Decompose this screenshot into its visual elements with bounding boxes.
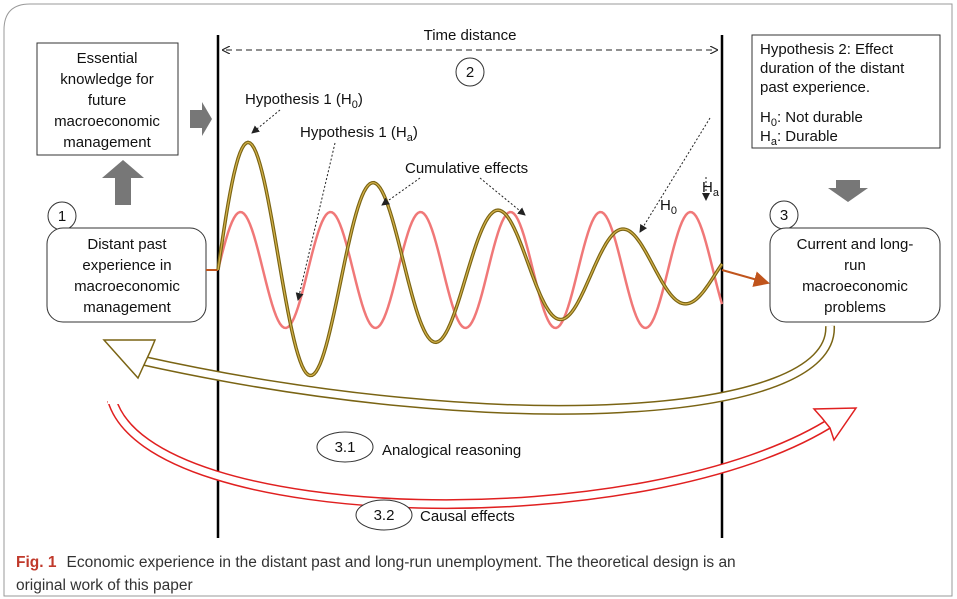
ha-label: Ha — [702, 179, 720, 199]
box-text: Current and long- — [797, 236, 914, 253]
h0-label: H0 — [660, 197, 677, 217]
essential-box — [36, 42, 179, 156]
ellipse — [316, 431, 374, 463]
ha-line: Ha: Durable — [760, 128, 838, 148]
time-label: Time distance — [424, 27, 517, 44]
box-text: run — [844, 257, 866, 274]
circle-label: 2 — [466, 64, 474, 81]
text: : Not durable — [777, 109, 863, 126]
text: H — [760, 128, 771, 145]
box-text: Distant past — [87, 236, 167, 253]
box-text: Hypothesis 2: Effect — [760, 41, 894, 58]
subscript: 0 — [671, 205, 677, 217]
ellipse-label: 3.1 — [335, 439, 356, 456]
subscript: 0 — [352, 99, 358, 111]
circle-label: 3 — [780, 207, 788, 224]
causal-label: Causal effects — [420, 508, 515, 525]
box-text: management — [83, 299, 171, 316]
olive-arrowhead — [102, 339, 157, 380]
pointers — [251, 109, 711, 301]
red-arrowhead — [812, 407, 858, 442]
distant-box — [46, 227, 207, 323]
subscript: 0 — [771, 117, 777, 129]
ellipse-label: 3.2 — [374, 507, 395, 524]
box-text: duration of the distant — [760, 60, 905, 77]
h0-line: H0: Not durable — [760, 109, 863, 129]
red-arc-inner — [108, 399, 837, 508]
text: ) — [358, 91, 363, 108]
cumulative-label: Cumulative effects — [405, 160, 528, 177]
ellipse — [355, 499, 413, 531]
text: H — [760, 109, 771, 126]
box-text: problems — [824, 299, 886, 316]
box-text: management — [63, 134, 151, 151]
box-text: macroeconomic — [54, 113, 160, 130]
red-wave — [216, 210, 724, 330]
circle — [455, 57, 485, 87]
text: ) — [413, 124, 418, 141]
box-text: past experience. — [760, 79, 870, 96]
circle-label: 1 — [58, 208, 66, 225]
hypothesis2-box — [751, 34, 941, 149]
olive-wave-inner — [217, 141, 723, 377]
current-box — [769, 227, 941, 323]
box-text: macroeconomic — [74, 278, 180, 295]
hyp1-ha: Hypothesis 1 (Ha) — [300, 124, 418, 144]
subscript: a — [713, 187, 720, 199]
frame — [3, 3, 953, 597]
caption-text: Economic experience in the distant past … — [66, 554, 735, 571]
caption-label: Fig. 1 — [16, 554, 57, 571]
text: Hypothesis 1 (H — [300, 124, 407, 141]
text: H — [702, 179, 713, 196]
caption-line: original work of this paper — [16, 577, 193, 594]
olive-arc-inner — [139, 325, 834, 414]
analogical-label: Analogical reasoning — [382, 442, 521, 459]
box-text: Essential — [77, 50, 138, 67]
box-text: future — [88, 92, 126, 109]
hyp1-h0: Hypothesis 1 (H0) — [245, 91, 363, 111]
connector — [721, 269, 770, 287]
gray-arrow — [102, 160, 144, 205]
subscript: a — [771, 136, 778, 148]
caption-line: Fig. 1 Economic experience in the distant… — [16, 554, 736, 571]
gray-arrow — [828, 180, 868, 202]
box-text: experience in — [82, 257, 171, 274]
red-arc-cap — [108, 396, 120, 404]
text: H — [660, 197, 671, 214]
gray-arrow — [190, 102, 212, 136]
text: Hypothesis 1 (H — [245, 91, 352, 108]
text: : Durable — [777, 128, 838, 145]
box-text: knowledge for — [60, 71, 153, 88]
subscript: a — [407, 132, 414, 144]
box-text: macroeconomic — [802, 278, 908, 295]
